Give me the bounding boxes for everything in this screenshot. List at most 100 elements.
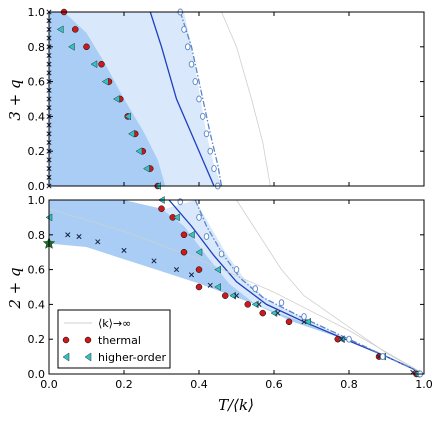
- bottom-panel: 0.0 0.2 0.4 0.6 0.8 1.0 0.0 0.2 0.4 0.6 0.8 1.0: [28, 194, 433, 391]
- bottom-crosses-point-4: [151, 258, 157, 264]
- top-plot-area: [49, 12, 271, 186]
- top-open-markers-point-7: [203, 130, 210, 138]
- bottom-higher-order-point-4: [195, 248, 203, 257]
- bottom-xtick-label-3: 0.6: [265, 378, 283, 391]
- legend-thermal-marker-2: [84, 336, 92, 344]
- bottom-thermal-point-6: [222, 292, 229, 299]
- bottom-ytick-label-5: 1.0: [28, 194, 46, 207]
- top-higher-order-point-6: [128, 129, 135, 138]
- bottom-open-markers-point-5: [252, 285, 258, 293]
- top-higher-order-point-5: [124, 112, 131, 121]
- bottom-thermal-point-2: [180, 231, 188, 239]
- bottom-crosses-point-7: [207, 282, 213, 288]
- bottom-higher-order-point-3: [188, 230, 195, 239]
- bottom-xtick-label-0: 0.0: [40, 378, 58, 391]
- bottom-dash-dot-line-1: [194, 200, 424, 374]
- bottom-gray-line-3: [236, 200, 424, 374]
- bottom-crosses-point-3: [121, 247, 127, 254]
- bottom-crosses-point-0: [65, 232, 71, 238]
- top-ytick-label-5: 1.0: [28, 6, 46, 19]
- top-higher-order-point-0: [56, 25, 64, 34]
- top-panel-ylabel: 3 + q: [6, 79, 24, 120]
- top-open-markers-point-9: [211, 165, 217, 173]
- bottom-open-markers-point-2: [203, 233, 210, 240]
- top-axes-frame: [48, 11, 425, 187]
- legend-higher-order-marker-1: [62, 352, 70, 362]
- x-axis-label: T/⟨k⟩: [218, 396, 254, 414]
- bottom-xtick-label-1: 0.2: [115, 378, 133, 391]
- bottom-ytick-label-0: 0.0: [28, 368, 46, 381]
- top-ytick-label-1: 0.2: [28, 145, 46, 158]
- legend-higher-order-marker-2: [84, 352, 92, 362]
- top-thermal-point-2: [83, 43, 90, 51]
- top-open-markers-point-2: [184, 43, 191, 51]
- legend-label-higher-order: higher-order: [98, 351, 167, 364]
- bottom-xtick-label-4: 0.8: [340, 378, 358, 391]
- bottom-gray-line-2: [49, 208, 424, 374]
- bottom-open-markers-point-4: [233, 266, 240, 274]
- legend-label-limit: ⟨k⟩→∞: [98, 317, 131, 330]
- top-ytick-label-3: 0.6: [28, 76, 46, 89]
- bottom-crosses-point-6: [188, 272, 195, 278]
- bottom-open-markers-point-8: [346, 335, 352, 343]
- bottom-crosses-point-9: [256, 301, 262, 307]
- top-higher-order-point-1: [68, 42, 75, 51]
- bottom-thermal-point-4: [195, 266, 203, 273]
- top-region-dark: [49, 12, 166, 186]
- top-dash-dot-line-1: [179, 12, 223, 186]
- top-higher-order-point-7: [135, 147, 143, 156]
- top-solid-line-0: [149, 12, 215, 186]
- bottom-ytick-label-1: 0.2: [28, 333, 46, 346]
- top-thermal-point-1: [72, 26, 79, 33]
- bottom-thermal-point-3: [180, 248, 188, 256]
- bottom-crosses-point-12: [338, 336, 345, 342]
- bottom-axes-frame: [48, 199, 425, 375]
- top-higher-order-point-2: [90, 60, 98, 69]
- top-thermal-point-3: [98, 60, 105, 68]
- bottom-thermal-point-5: [195, 283, 203, 291]
- bottom-panel-ylabel: 2 + q: [6, 267, 24, 309]
- bottom-thermal-point-0: [158, 205, 165, 212]
- bottom-xtick-label-2: 0.4: [190, 378, 208, 391]
- bottom-crosses-point-5: [173, 267, 180, 273]
- top-higher-order-point-4: [113, 95, 120, 103]
- bottom-ytick-label-2: 0.4: [28, 298, 46, 311]
- top-open-markers-point-1: [181, 25, 187, 33]
- top-panel: 0.0 0.2 0.4 0.6 0.8 1.0: [28, 6, 425, 193]
- bottom-crosses-point-11: [301, 319, 307, 325]
- bottom-open-markers-point-6: [278, 299, 285, 307]
- top-higher-order-point-8: [143, 164, 150, 173]
- bottom-crosses-point-8: [233, 293, 240, 299]
- bottom-crosses-point-1: [76, 233, 82, 240]
- top-open-markers-point-6: [199, 112, 206, 120]
- bottom-plot-area: [49, 200, 424, 374]
- bottom-ytick-label-4: 0.8: [28, 229, 46, 242]
- bottom-crosses-point-10: [275, 310, 281, 316]
- top-ytick-label-2: 0.4: [28, 110, 46, 123]
- top-higher-order-point-3: [101, 77, 109, 86]
- bottom-higher-order-point-2: [173, 213, 180, 222]
- top-open-markers-point-8: [207, 147, 213, 155]
- bottom-crosses-point-2: [95, 239, 101, 245]
- top-open-markers-point-5: [196, 95, 202, 103]
- legend-frame: [57, 309, 171, 369]
- bottom-open-markers-point-3: [218, 250, 225, 258]
- bottom-open-markers-point-7: [301, 313, 307, 321]
- bottom-open-markers-point-1: [196, 213, 202, 221]
- legend-thermal-marker-1: [62, 336, 70, 344]
- bottom-xtick-label-5: 1.0: [415, 378, 433, 391]
- bottom-region-dark: [49, 200, 424, 374]
- bottom-higher-order-point-10: [304, 317, 311, 326]
- bottom-thermal-point-8: [259, 309, 266, 317]
- bottom-ytick-label-3: 0.6: [28, 264, 46, 277]
- top-open-markers-point-4: [192, 78, 198, 86]
- top-ytick-label-0: 0.0: [28, 180, 46, 193]
- bottom-thermal-point-7: [244, 301, 251, 308]
- top-open-markers-point-3: [188, 60, 195, 68]
- top-gray-line-2: [221, 12, 271, 186]
- top-ytick-label-4: 0.8: [28, 41, 46, 54]
- legend: ⟨k⟩→∞ thermal higher-order: [57, 309, 171, 369]
- bottom-thermal-point-9: [285, 318, 293, 326]
- bottom-open-markers-point-9: [380, 353, 386, 361]
